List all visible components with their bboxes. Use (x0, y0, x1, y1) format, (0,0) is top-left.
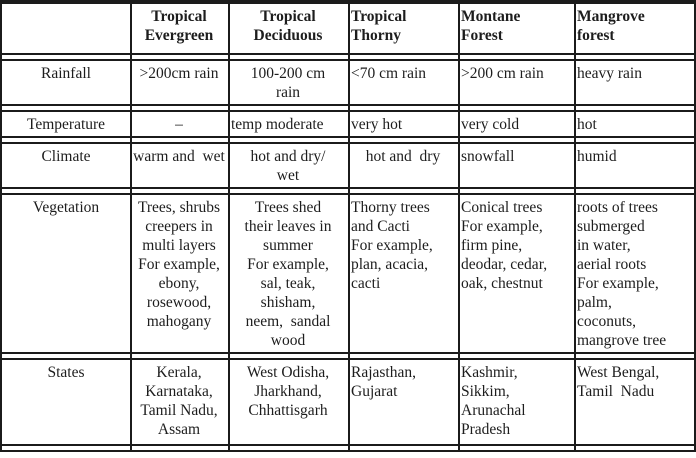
col-header-tropical-deciduous: Tropical Deciduous (228, 2, 348, 55)
row-label-temperature: Temperature (2, 110, 130, 138)
cell-temperature-deciduous: temp moderate (228, 110, 348, 138)
table-row-temperature: Temperature – temp moderate very hot ver… (2, 110, 694, 138)
cell-vegetation-thorny: Thorny trees and Cacti For example, plan… (348, 193, 458, 354)
cell-climate-mangrove: humid (574, 142, 694, 189)
cell-states-montane: Kashmir, Sikkim, Arunachal Pradesh (458, 358, 574, 446)
cell-rainfall-montane: >200 cm rain (458, 59, 574, 106)
col-header-montane-forest: Montane Forest (458, 2, 574, 55)
cell-vegetation-mangrove: roots of trees submerged in water, aeria… (574, 193, 694, 354)
forest-table: Tropical Evergreen Tropical Deciduous Tr… (2, 0, 694, 450)
col-header-tropical-evergreen: Tropical Evergreen (130, 2, 228, 55)
cell-states-thorny: Rajasthan, Gujarat (348, 358, 458, 446)
cell-rainfall-deciduous: 100-200 cm rain (228, 59, 348, 106)
cell-temperature-thorny: very hot (348, 110, 458, 138)
table-row-rainfall: Rainfall >200cm rain 100-200 cm rain <70… (2, 59, 694, 106)
header-row: Tropical Evergreen Tropical Deciduous Tr… (2, 2, 694, 55)
corner-cell (2, 2, 130, 55)
table-row-vegetation: Vegetation Trees, shrubs creepers in mul… (2, 193, 694, 354)
cell-vegetation-deciduous: Trees shed their leaves in summer For ex… (228, 193, 348, 354)
row-label-states: States (2, 358, 130, 446)
cell-states-evergreen: Kerala, Karnataka, Tamil Nadu, Assam (130, 358, 228, 446)
cell-rainfall-mangrove: heavy rain (574, 59, 694, 106)
table-row-climate: Climate warm and wet hot and dry/ wet ho… (2, 142, 694, 189)
row-label-vegetation: Vegetation (2, 193, 130, 354)
cell-vegetation-montane: Conical trees For example, firm pine, de… (458, 193, 574, 354)
cell-temperature-mangrove: hot (574, 110, 694, 138)
cell-vegetation-evergreen: Trees, shrubs creepers in multi layers F… (130, 193, 228, 354)
table-row-states: States Kerala, Karnataka, Tamil Nadu, As… (2, 358, 694, 446)
cell-states-deciduous: West Odisha, Jharkhand, Chhattisgarh (228, 358, 348, 446)
col-header-tropical-thorny: Tropical Thorny (348, 2, 458, 55)
cell-climate-evergreen: warm and wet (130, 142, 228, 189)
cell-states-mangrove: West Bengal, Tamil Nadu (574, 358, 694, 446)
cell-temperature-evergreen: – (130, 110, 228, 138)
row-label-rainfall: Rainfall (2, 59, 130, 106)
cell-climate-montane: snowfall (458, 142, 574, 189)
cell-temperature-montane: very cold (458, 110, 574, 138)
cell-rainfall-thorny: <70 cm rain (348, 59, 458, 106)
cell-climate-thorny: hot and dry (348, 142, 458, 189)
cell-rainfall-evergreen: >200cm rain (130, 59, 228, 106)
cell-climate-deciduous: hot and dry/ wet (228, 142, 348, 189)
col-header-mangrove-forest: Mangrove forest (574, 2, 694, 55)
row-label-climate: Climate (2, 142, 130, 189)
